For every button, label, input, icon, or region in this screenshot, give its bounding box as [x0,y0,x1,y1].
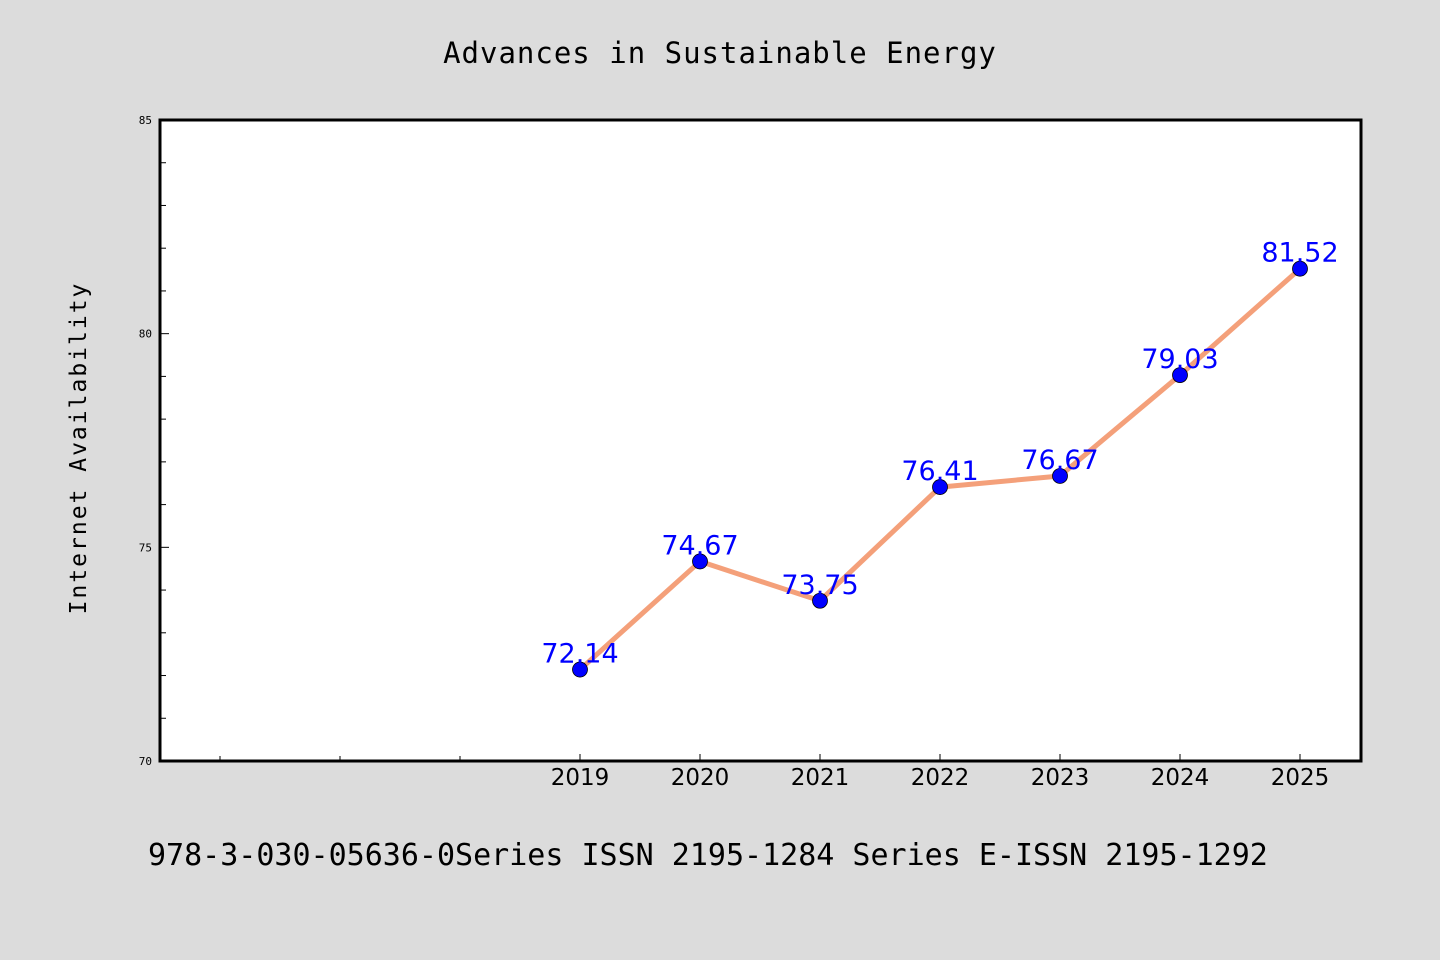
y-tick-label: 85 [139,114,152,127]
x-tick-label: 2021 [791,765,850,791]
data-point [1052,468,1068,484]
data-label: 73.75 [781,570,858,601]
x-tick-label: 2023 [1031,765,1090,791]
chart-title: Advances in Sustainable Energy [443,36,997,70]
y-tick-label: 75 [139,541,152,554]
plot-frame [158,118,1363,763]
x-tick-label: 2024 [1151,765,1210,791]
data-label: 76.41 [901,456,978,487]
data-point [692,553,708,570]
x-tick-label: 2019 [551,765,610,791]
data-label: 76.67 [1021,445,1098,476]
data-point [812,592,828,609]
data-point [1292,260,1308,277]
data-point [1172,367,1188,384]
data-label: 72.14 [541,639,618,670]
plot-area [160,120,1361,761]
x-tick-label: 2025 [1271,765,1330,791]
x-tick-label: 2022 [911,765,970,791]
y-axis-label: Internet Availability [66,282,92,615]
y-tick-label: 70 [139,755,152,768]
y-tick-label: 80 [139,328,152,341]
data-point [572,661,588,678]
data-label: 81.52 [1261,238,1338,269]
footer-text: 978-3-030-05636-0Series ISSN 2195-1284 S… [148,838,1268,873]
x-tick-label: 2020 [671,765,730,791]
data-label: 79.03 [1141,344,1218,375]
data-label: 74.67 [661,530,738,561]
data-points [572,260,1308,678]
data-labels: 72.14 74.67 73.75 76.41 76.67 79.03 81.52 [541,238,1338,670]
data-point [932,479,948,495]
